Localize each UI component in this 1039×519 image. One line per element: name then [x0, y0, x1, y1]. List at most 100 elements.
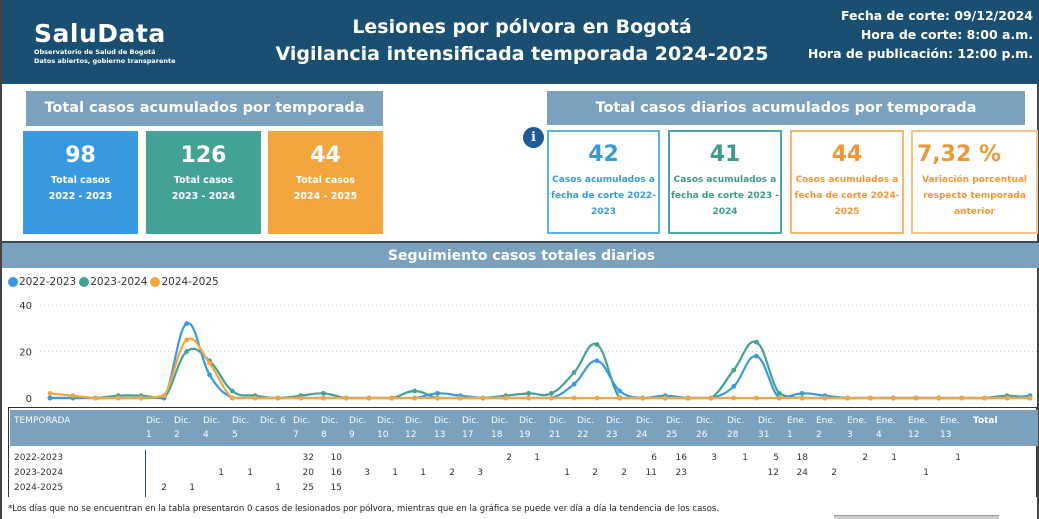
data-point-2023-2024[interactable]	[526, 390, 532, 396]
data-point-2024-2025[interactable]	[275, 395, 281, 401]
data-point-2023-2024[interactable]	[571, 370, 577, 375]
column-header[interactable]: Dic. 4	[203, 416, 221, 440]
column-header[interactable]: Dic. 24	[636, 416, 654, 440]
data-point-2024-2025[interactable]	[252, 395, 258, 401]
data-point-2024-2025[interactable]	[822, 395, 828, 401]
data-point-2022-2023[interactable]	[207, 372, 212, 378]
data-point-2024-2025[interactable]	[799, 395, 805, 401]
column-header[interactable]: Dic. 7	[293, 416, 311, 440]
data-point-2022-2023[interactable]	[571, 381, 577, 387]
data-point-2022-2023[interactable]	[435, 390, 440, 396]
column-header[interactable]: Dic. 22	[577, 416, 595, 440]
data-point-2024-2025[interactable]	[571, 395, 577, 401]
data-point-2024-2025[interactable]	[184, 337, 190, 343]
data-point-2024-2025[interactable]	[1004, 395, 1010, 401]
data-point-2024-2025[interactable]	[343, 395, 349, 401]
column-header[interactable]: Dic. 10	[377, 416, 395, 440]
data-point-2024-2025[interactable]	[617, 395, 623, 401]
data-point-2024-2025[interactable]	[480, 395, 486, 401]
info-icon[interactable]: i	[523, 127, 544, 148]
data-point-2023-2024[interactable]	[321, 390, 326, 396]
data-point-2024-2025[interactable]	[298, 395, 304, 401]
column-header[interactable]: Dic. 5	[232, 416, 250, 440]
column-header[interactable]: Dic. 6	[260, 416, 286, 426]
column-header[interactable]: Ene. 2	[816, 416, 836, 440]
column-header[interactable]: Dic. 23	[606, 416, 624, 440]
data-point-2024-2025[interactable]	[685, 395, 691, 401]
data-point-2024-2025[interactable]	[138, 395, 144, 401]
column-header[interactable]: Ene. 4	[876, 416, 896, 440]
column-header[interactable]: Ene. 12	[908, 416, 928, 440]
column-header[interactable]: Dic. 25	[666, 416, 684, 440]
column-header[interactable]: Dic. 8	[321, 416, 339, 440]
data-point-2024-2025[interactable]	[389, 395, 395, 401]
data-point-2024-2025[interactable]	[959, 395, 965, 401]
data-point-2024-2025[interactable]	[640, 395, 645, 401]
column-header[interactable]: Dic. 2	[174, 416, 192, 440]
horizontal-scrollbar[interactable]	[834, 515, 999, 519]
data-point-2022-2023[interactable]	[754, 353, 759, 359]
data-point-2024-2025[interactable]	[845, 395, 851, 401]
data-point-2023-2024[interactable]	[594, 342, 600, 347]
data-point-2024-2025[interactable]	[1027, 395, 1033, 401]
data-point-2024-2025[interactable]	[435, 395, 440, 401]
column-header[interactable]: Ene. 1	[787, 416, 807, 440]
data-point-2023-2024[interactable]	[776, 390, 782, 396]
data-point-2022-2023[interactable]	[799, 390, 805, 396]
data-point-2023-2024[interactable]	[548, 390, 554, 396]
data-point-2022-2023[interactable]	[594, 358, 600, 364]
data-point-2024-2025[interactable]	[731, 395, 737, 401]
data-point-2023-2024[interactable]	[731, 367, 737, 373]
column-header[interactable]: Total	[973, 416, 998, 426]
column-header[interactable]: Dic. 19	[519, 416, 537, 440]
data-point-2024-2025[interactable]	[412, 395, 418, 401]
data-point-2024-2025[interactable]	[548, 395, 554, 401]
data-point-2024-2025[interactable]	[70, 393, 76, 399]
data-point-2024-2025[interactable]	[47, 390, 53, 396]
data-point-2024-2025[interactable]	[982, 395, 987, 401]
data-point-2023-2024[interactable]	[412, 388, 418, 394]
data-point-2024-2025[interactable]	[708, 395, 714, 401]
legend-item-2024-2025[interactable]: 2024-2025	[150, 276, 219, 288]
column-header[interactable]: Dic. 9	[349, 416, 367, 440]
data-point-2024-2025[interactable]	[207, 360, 212, 366]
column-header[interactable]: Ene. 13	[940, 416, 960, 440]
column-header[interactable]: Dic. 1	[146, 416, 164, 440]
data-point-2023-2024[interactable]	[754, 339, 759, 345]
data-point-2024-2025[interactable]	[321, 395, 326, 401]
column-header[interactable]: Ene. 3	[847, 416, 867, 440]
data-point-2024-2025[interactable]	[161, 393, 167, 399]
data-point-2024-2025[interactable]	[890, 395, 896, 401]
table-cell: 1	[275, 483, 281, 493]
legend-item-2023-2024[interactable]: 2023-2024	[79, 276, 147, 288]
column-header[interactable]: Dic. 18	[491, 416, 509, 440]
data-point-2024-2025[interactable]	[776, 395, 782, 401]
data-point-2023-2024[interactable]	[229, 388, 235, 394]
data-point-2024-2025[interactable]	[936, 395, 942, 401]
data-point-2024-2025[interactable]	[594, 395, 600, 401]
data-point-2022-2023[interactable]	[731, 383, 737, 389]
column-header[interactable]: Dic. 13	[434, 416, 452, 440]
legend-item-2022-2023[interactable]: 2022-2023	[8, 276, 76, 288]
data-point-2024-2025[interactable]	[457, 395, 463, 401]
column-header[interactable]: Dic. 17	[462, 416, 480, 440]
data-point-2024-2025[interactable]	[93, 395, 98, 401]
column-header[interactable]: Dic. 12	[405, 416, 423, 440]
data-point-2024-2025[interactable]	[913, 395, 919, 401]
column-header[interactable]: Dic. 31	[758, 416, 776, 440]
data-point-2022-2023[interactable]	[184, 321, 190, 326]
column-header[interactable]: Dic. 28	[727, 416, 745, 440]
data-point-2024-2025[interactable]	[115, 395, 121, 401]
data-point-2022-2023[interactable]	[47, 395, 53, 401]
column-header[interactable]: Dic. 26	[696, 416, 714, 440]
data-point-2024-2025[interactable]	[526, 395, 532, 401]
data-point-2022-2023[interactable]	[617, 388, 623, 394]
data-point-2024-2025[interactable]	[503, 395, 509, 401]
data-point-2024-2025[interactable]	[754, 395, 759, 401]
data-point-2024-2025[interactable]	[229, 395, 235, 401]
data-point-2024-2025[interactable]	[868, 395, 873, 401]
data-point-2024-2025[interactable]	[366, 395, 372, 401]
column-header[interactable]: Dic. 21	[549, 416, 567, 440]
data-point-2024-2025[interactable]	[662, 395, 668, 401]
data-point-2023-2024[interactable]	[184, 349, 190, 354]
